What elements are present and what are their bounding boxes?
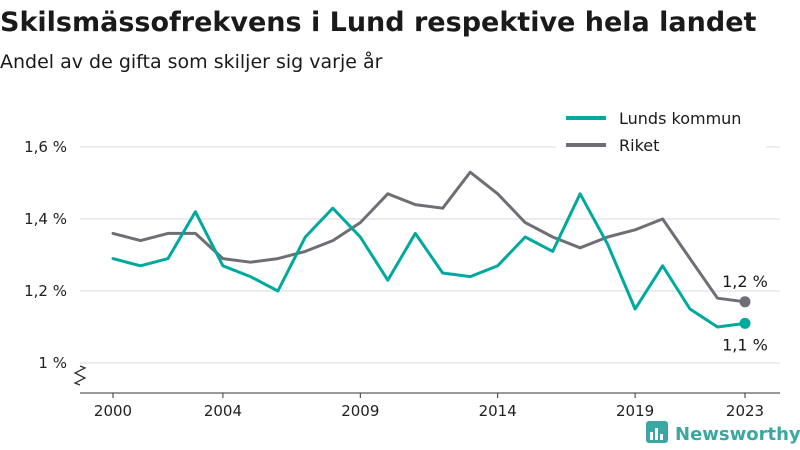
y-tick-label: 1 %: [38, 354, 67, 372]
legend-background: [556, 103, 766, 159]
x-axis-ticks: 2000 2004 2009 2014 2019 2023: [94, 393, 764, 420]
series-line-lund: [111, 192, 747, 329]
x-tick-label: 2023: [726, 402, 764, 420]
legend-label: Lunds kommun: [619, 109, 741, 128]
x-tick-label: 2000: [94, 402, 132, 420]
end-point-lund: [739, 317, 751, 329]
x-tick-label: 2009: [341, 402, 379, 420]
series-lines: 1,2 % 1,1 %: [111, 170, 768, 354]
bar-chart-logo-icon: [646, 421, 668, 443]
y-tick-label: 1,4 %: [24, 210, 67, 228]
end-point-riket: [739, 296, 751, 308]
y-tick-label: 1,6 %: [24, 138, 67, 156]
end-label-riket: 1,2 %: [722, 272, 768, 291]
axis-break-icon: [73, 365, 87, 386]
brand-name: Newsworthy: [675, 424, 800, 445]
chart-subtitle: Andel av de gifta som skiljer sig varje …: [0, 50, 383, 73]
x-tick-label: 2014: [479, 402, 517, 420]
chart-title: Skilsmässofrekvens i Lund respektive hel…: [0, 7, 757, 38]
newsworthy-logo: Newsworthy: [646, 421, 800, 445]
y-tick-label: 1,2 %: [24, 282, 67, 300]
y-axis: 1 % 1,2 % 1,4 % 1,6 %: [24, 138, 87, 386]
legend: Lunds kommun Riket: [556, 103, 766, 159]
end-label-lund: 1,1 %: [722, 335, 768, 354]
x-tick-label: 2004: [204, 402, 242, 420]
legend-label: Riket: [619, 136, 659, 155]
x-tick-label: 2019: [616, 402, 654, 420]
